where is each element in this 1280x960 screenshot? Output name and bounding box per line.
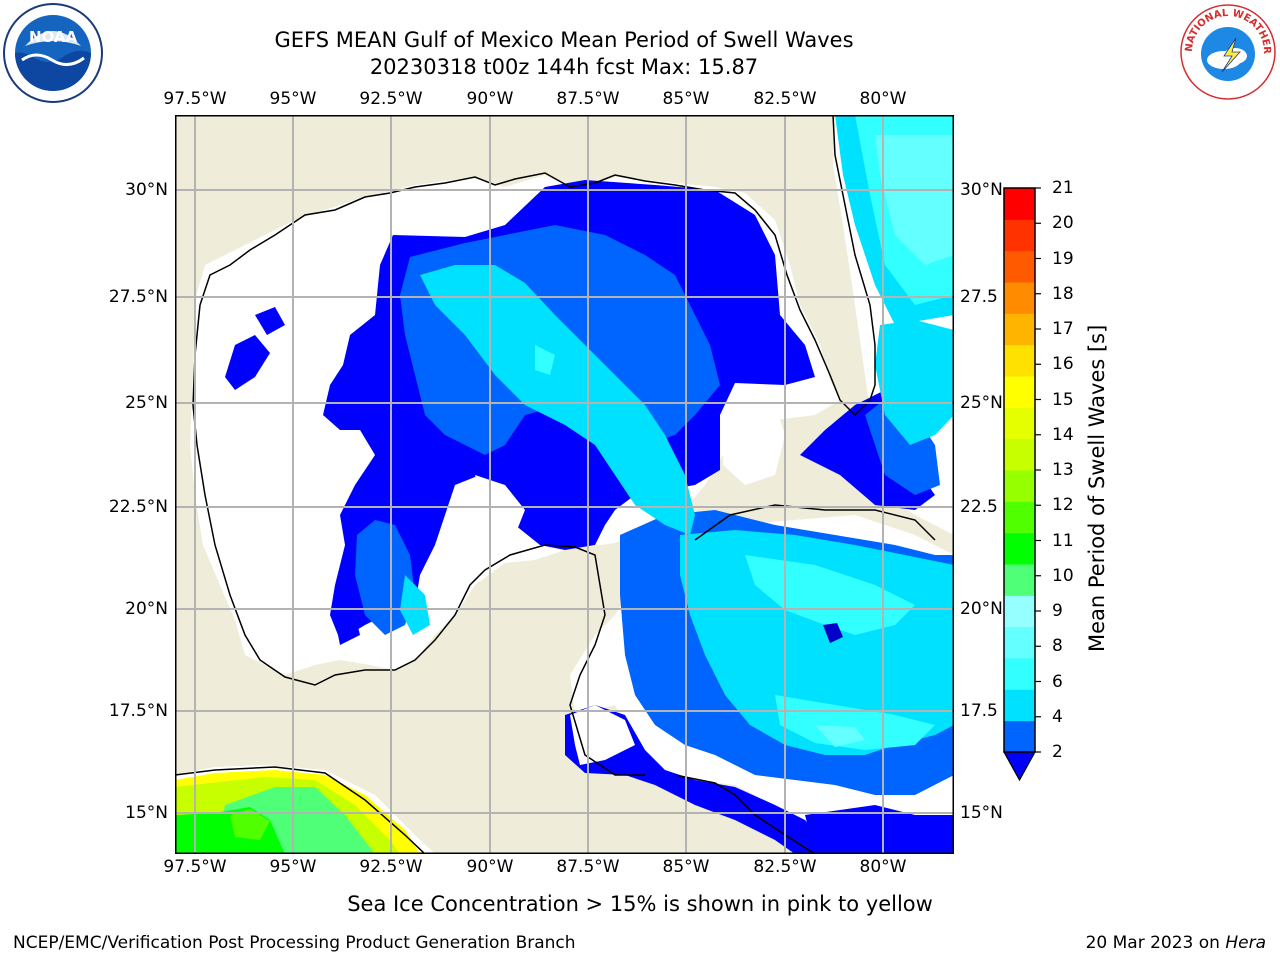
gulf-of-mexico-map	[175, 115, 954, 854]
colorbar-tick-label: 6	[1052, 671, 1063, 692]
lon-label-bottom: 85°W	[662, 857, 710, 877]
lat-label-right: 25°N	[960, 393, 1003, 413]
colorbar-segment	[1004, 313, 1035, 346]
colorbar-segment	[1004, 501, 1035, 534]
colorbar-segment	[1004, 532, 1035, 565]
lon-label-top: 95°W	[269, 89, 317, 109]
nws-logo: NATIONAL WEATHER SERVICE	[1178, 2, 1276, 100]
lon-label-top: 92.5°W	[359, 89, 423, 109]
lon-label-bottom: 95°W	[269, 857, 317, 877]
colorbar-tick-label: 21	[1052, 178, 1074, 198]
colorbar-segment	[1004, 376, 1035, 408]
lat-label-right: 27.5	[960, 287, 998, 307]
lat-label-left: 15°N	[125, 803, 168, 823]
colorbar-tick-label: 18	[1052, 283, 1074, 304]
lat-label-right: 22.5	[960, 497, 998, 517]
colorbar-segment	[1004, 626, 1035, 659]
lat-label-left: 25°N	[125, 393, 168, 413]
colorbar-segment	[1004, 250, 1035, 283]
colorbar-segment	[1004, 658, 1035, 690]
lat-label-left: 27.5°N	[108, 287, 168, 307]
colorbar-tick-label: 10	[1052, 565, 1074, 586]
map-subtitle: 20230318 t00z 144h fcst Max: 15.87	[369, 55, 759, 79]
gridlines	[175, 115, 954, 854]
colorbar-tick-label: 17	[1052, 319, 1074, 339]
colorbar-segment	[1004, 438, 1035, 471]
noaa-logo: NOAA	[3, 3, 103, 103]
colorbar-tick-label: 11	[1052, 530, 1074, 551]
colorbar-segment	[1004, 282, 1035, 314]
lon-label-top: 97.5°W	[163, 89, 227, 109]
colorbar-tick-label: 9	[1052, 601, 1063, 621]
colorbar-segment	[1004, 720, 1035, 753]
colorbar-tick-label: 8	[1052, 636, 1063, 657]
noaa-logo-text: NOAA	[29, 28, 78, 46]
colorbar-segment	[1004, 689, 1035, 722]
colorbar-tick-label: 20	[1052, 213, 1074, 234]
colorbar-tick-label: 15	[1052, 389, 1074, 410]
colorbar-tick-label: 12	[1052, 495, 1074, 516]
lat-label-right: 15°N	[960, 803, 1003, 823]
map-title: GEFS MEAN Gulf of Mexico Mean Period of …	[274, 28, 854, 52]
lon-label-bottom: 92.5°W	[359, 857, 423, 877]
lon-label-top: 80°W	[859, 89, 907, 109]
lon-label-bottom: 90°W	[466, 857, 514, 877]
lat-label-left: 22.5°N	[108, 497, 168, 517]
lon-label-top: 85°W	[662, 89, 710, 109]
colorbar-tick-label: 4	[1052, 706, 1063, 727]
colorbar-segment	[1004, 344, 1035, 377]
colorbar-tick-label: 16	[1052, 354, 1074, 375]
colorbar-segment	[1004, 188, 1035, 220]
lon-label-bottom: 80°W	[859, 857, 907, 877]
lon-label-top: 82.5°W	[753, 89, 817, 109]
coastlines	[175, 115, 936, 854]
colorbar-segment	[1004, 564, 1035, 596]
map-frame	[175, 115, 954, 854]
colorbar-extension	[1002, 751, 1037, 782]
sea-ice-note: Sea Ice Concentration > 15% is shown in …	[347, 892, 933, 916]
lat-label-left: 30°N	[125, 180, 168, 200]
colorbar	[1002, 187, 1041, 782]
colorbar-tick-label: 19	[1052, 248, 1074, 269]
footer-date-text: 20 Mar 2023 on	[1085, 933, 1226, 953]
colorbar-label: Mean Period of Swell Waves [s]	[1085, 324, 1109, 652]
lon-label-bottom: 87.5°W	[556, 857, 620, 877]
colorbar-segment	[1004, 595, 1035, 628]
footer-host: Hera	[1225, 933, 1266, 953]
lat-label-left: 20°N	[125, 599, 168, 619]
footer-credit: NCEP/EMC/Verification Post Processing Pr…	[13, 933, 576, 953]
colorbar-segment	[1004, 407, 1035, 440]
lon-label-bottom: 82.5°W	[753, 857, 817, 877]
lon-label-bottom: 97.5°W	[163, 857, 227, 877]
colorbar-tick-label: 14	[1052, 424, 1074, 445]
colorbar-tick-label: 2	[1052, 742, 1063, 762]
colorbar-segment	[1004, 470, 1035, 502]
lat-label-left: 17.5°N	[108, 701, 168, 721]
lat-label-right: 17.5	[960, 701, 998, 721]
colorbar-segment	[1004, 219, 1035, 252]
colorbar-tick-label: 13	[1052, 460, 1074, 480]
lon-label-top: 87.5°W	[556, 89, 620, 109]
lat-label-right: 20°N	[960, 599, 1003, 619]
lon-label-top: 90°W	[466, 89, 514, 109]
lat-label-right: 30°N	[960, 180, 1003, 200]
footer-date: 20 Mar 2023 on Hera	[1086, 933, 1266, 953]
